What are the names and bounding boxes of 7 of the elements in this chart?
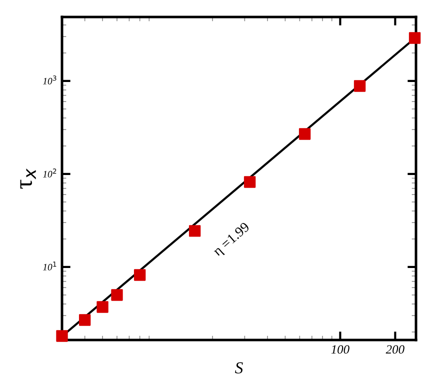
y-tick-label: 10$^{2}$ xyxy=(43,168,56,178)
y-tick-label: 10$^{3}$ xyxy=(43,76,56,84)
y-axis-title: τ$_{x}$ xyxy=(20,168,36,189)
y-tick-label: 10$^{1}$ xyxy=(43,262,56,270)
x-axis-title: S xyxy=(235,362,243,374)
x-tick-label: 100 xyxy=(331,345,350,354)
x-tick-label: 200 xyxy=(386,345,404,354)
